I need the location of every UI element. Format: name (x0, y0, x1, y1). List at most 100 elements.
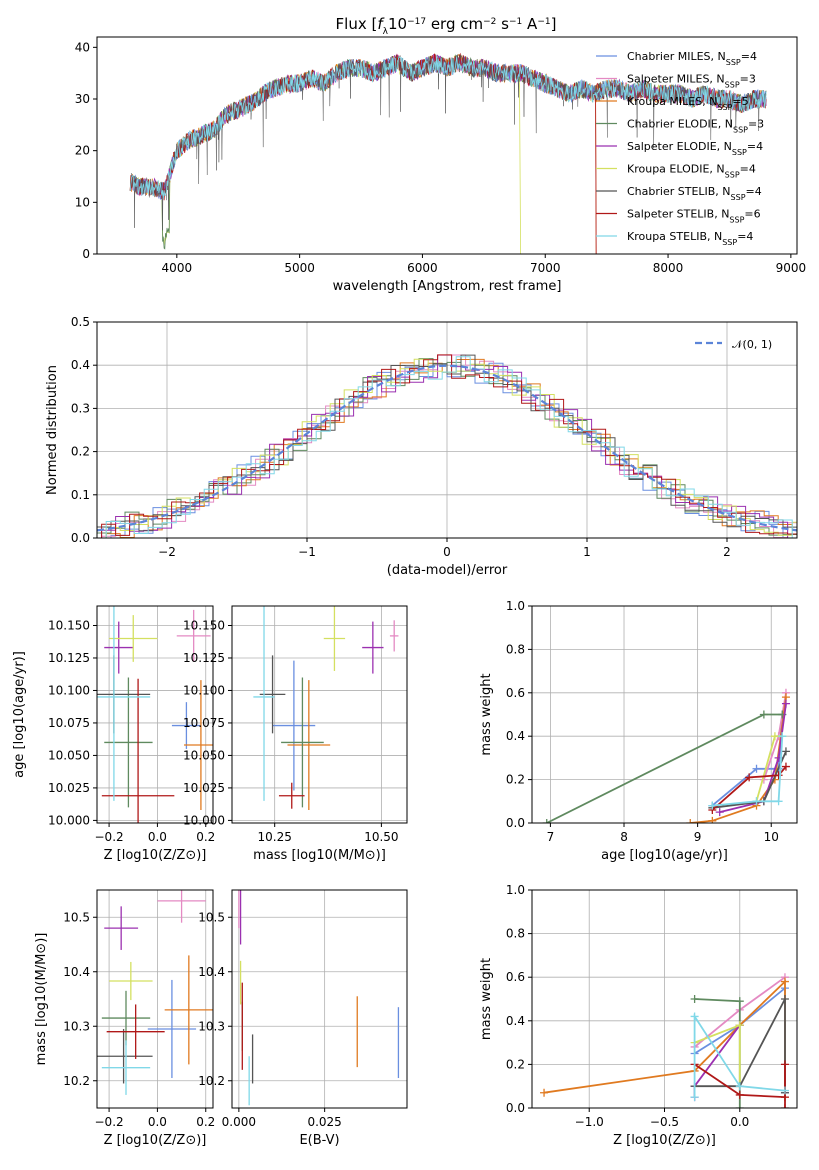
x-tick-label: 0.0 (148, 830, 167, 844)
y-tick-label: 0.2 (506, 1057, 525, 1071)
panel-age_vs_Z: −0.2 0.0 0.2 10.000 10.025 10.050 10.075 10.100… (12, 605, 215, 863)
y-tick-label: 10.150 (48, 618, 90, 632)
x-axis-label: (data-model)/error (387, 563, 508, 578)
axes-frame (96, 889, 214, 1109)
legend-label-sub: SSP (725, 170, 740, 179)
spectrum-line-kroupa-stelib (129, 54, 767, 199)
axes-overlay-mass_vs_EBV: 0.000 0.025 10.2 10.3 10.4 10.5 E(B-V) (198, 889, 408, 1148)
weight-marker (780, 1104, 789, 1108)
histogram-chabrier-miles (97, 362, 797, 538)
errorbar-point (101, 990, 151, 1046)
weight-marker (690, 1012, 699, 1021)
x-axis-label: Z [log10(Z/Z⊙)] (613, 1133, 716, 1148)
y-tick-label: 0.4 (71, 358, 90, 372)
y-axis-label-part: −2 (483, 17, 496, 27)
y-tick-label: 10.4 (198, 965, 225, 979)
y-tick-label: 10.5 (63, 910, 90, 924)
y-tick-label: 0.3 (71, 401, 90, 415)
x-tick-label: 5000 (284, 261, 315, 275)
axes-overlay-weight_vs_age: 7 8 9 10 0.0 0.2 0.4 0.6 0.8 1.0 age [log10(age/yr… (479, 599, 798, 863)
weight-marker (781, 762, 790, 771)
y-tick-label: 10.100 (183, 683, 225, 697)
x-tick-label: 0.025 (307, 1115, 341, 1129)
axes-frame (231, 889, 408, 1109)
errorbar-point (104, 906, 139, 950)
plot-area-mass_vs_Z (97, 890, 213, 1095)
legend-label: Chabrier MILES, NSSP=4 (627, 50, 757, 67)
x-axis-label: Z [log10(Z/Z⊙)] (104, 848, 207, 863)
x-tick-label: 10.50 (364, 830, 398, 844)
x-tick-label: 8 (620, 830, 628, 844)
y-tick-label: 1.0 (506, 883, 525, 897)
weight-marker (774, 797, 783, 806)
x-tick-label: 10.25 (258, 830, 292, 844)
errorbar-point (171, 702, 201, 749)
weight-marker (774, 771, 783, 780)
weight-marker (735, 1021, 744, 1030)
plot-area-spectrum (129, 52, 767, 254)
panel-spectrum: 4000 5000 6000 7000 8000 9000 0 10 20 30 40 wavelen… (75, 36, 807, 294)
x-tick-label: 9000 (776, 261, 807, 275)
weight-line (694, 998, 786, 1093)
y-tick-label: 10.025 (48, 781, 90, 795)
y-axis-label: mass weight (479, 673, 494, 755)
errorbar-point (104, 621, 134, 674)
y-tick-label: 10.2 (63, 1074, 90, 1088)
y-axis-label: Normed distribution (45, 365, 60, 495)
legend-label-sub: SSP (733, 125, 748, 134)
panel-mass_vs_Z: −0.2 0.0 0.2 10.2 10.3 10.4 10.5 Z [log10(Z/Z⊙)… (34, 889, 215, 1148)
plot-area-weight_vs_Z (540, 973, 789, 1108)
weight-marker (708, 816, 717, 823)
y-tick-label: 10.2 (198, 1074, 225, 1088)
y-tick-label: 0.0 (506, 816, 525, 830)
weight-marker (780, 1060, 789, 1069)
errorbar-point (184, 680, 213, 811)
errorbar-point (101, 678, 175, 823)
y-tick-label: 10 (75, 195, 90, 209)
axes-overlay-mass_vs_Z: −0.2 0.0 0.2 10.2 10.3 10.4 10.5 Z [log10(Z/Z⊙)… (34, 889, 215, 1148)
axes-frame (231, 605, 408, 824)
y-axis-label-part: λ (383, 27, 389, 37)
plot-area-weight_vs_age (542, 688, 790, 823)
axes-frame (96, 36, 798, 255)
legend-label: Kroupa STELIB, NSSP=4 (627, 230, 753, 247)
legend-label: Salpeter MILES, NSSP=3 (627, 73, 756, 90)
weight-marker (715, 808, 724, 817)
x-tick-label: 9 (694, 830, 702, 844)
legend-label: Chabrier ELODIE, NSSP=3 (627, 118, 764, 135)
x-tick-label: −2 (158, 545, 176, 559)
weight-marker (778, 732, 787, 741)
weight-marker (686, 819, 695, 823)
errorbar-point (281, 677, 324, 808)
x-tick-label: 0.2 (196, 830, 215, 844)
errorbar-point (106, 1004, 165, 1059)
weight-marker (759, 710, 768, 719)
legend-label: Kroupa MILES, NSSP=5 (627, 95, 749, 112)
panel-mass_vs_EBV: 0.000 0.025 10.2 10.3 10.4 10.5 E(B-V) (198, 889, 408, 1148)
y-tick-label: 0.5 (71, 315, 90, 329)
weight-series (542, 710, 787, 823)
legend-label: Kroupa ELODIE, NSSP=4 (627, 163, 756, 180)
errorbar-point (287, 680, 331, 811)
weight-marker (745, 773, 754, 782)
errorbar-point (272, 660, 316, 791)
legend-label-value: =4 (747, 140, 763, 153)
y-tick-label: 30 (75, 92, 90, 106)
x-axis-label: wavelength [Angstrom, rest frame] (333, 279, 562, 294)
histogram-kroupa-stelib (97, 356, 797, 538)
y-tick-label: 0.6 (506, 970, 525, 984)
y-tick-label: 0.2 (71, 445, 90, 459)
errorbar-point (362, 621, 384, 674)
legend-label-text: Chabrier ELODIE, N (627, 118, 733, 131)
y-tick-label: 0.4 (506, 1014, 525, 1028)
y-axis-label: Flux [fλ10−17 erg cm−2 s−1 A−1] (336, 15, 557, 37)
errorbar-point (109, 615, 158, 662)
y-axis-label-part: −17 (407, 17, 426, 27)
legend-label: 𝒩(0, 1) (732, 338, 772, 351)
legend-label-value: =3 (740, 73, 756, 86)
legend-label-text: Kroupa STELIB, N (627, 230, 722, 243)
x-tick-label: −0.5 (650, 1115, 679, 1129)
y-tick-label: 0.1 (71, 488, 90, 502)
legend-label-text: Kroupa MILES, N (627, 95, 717, 108)
